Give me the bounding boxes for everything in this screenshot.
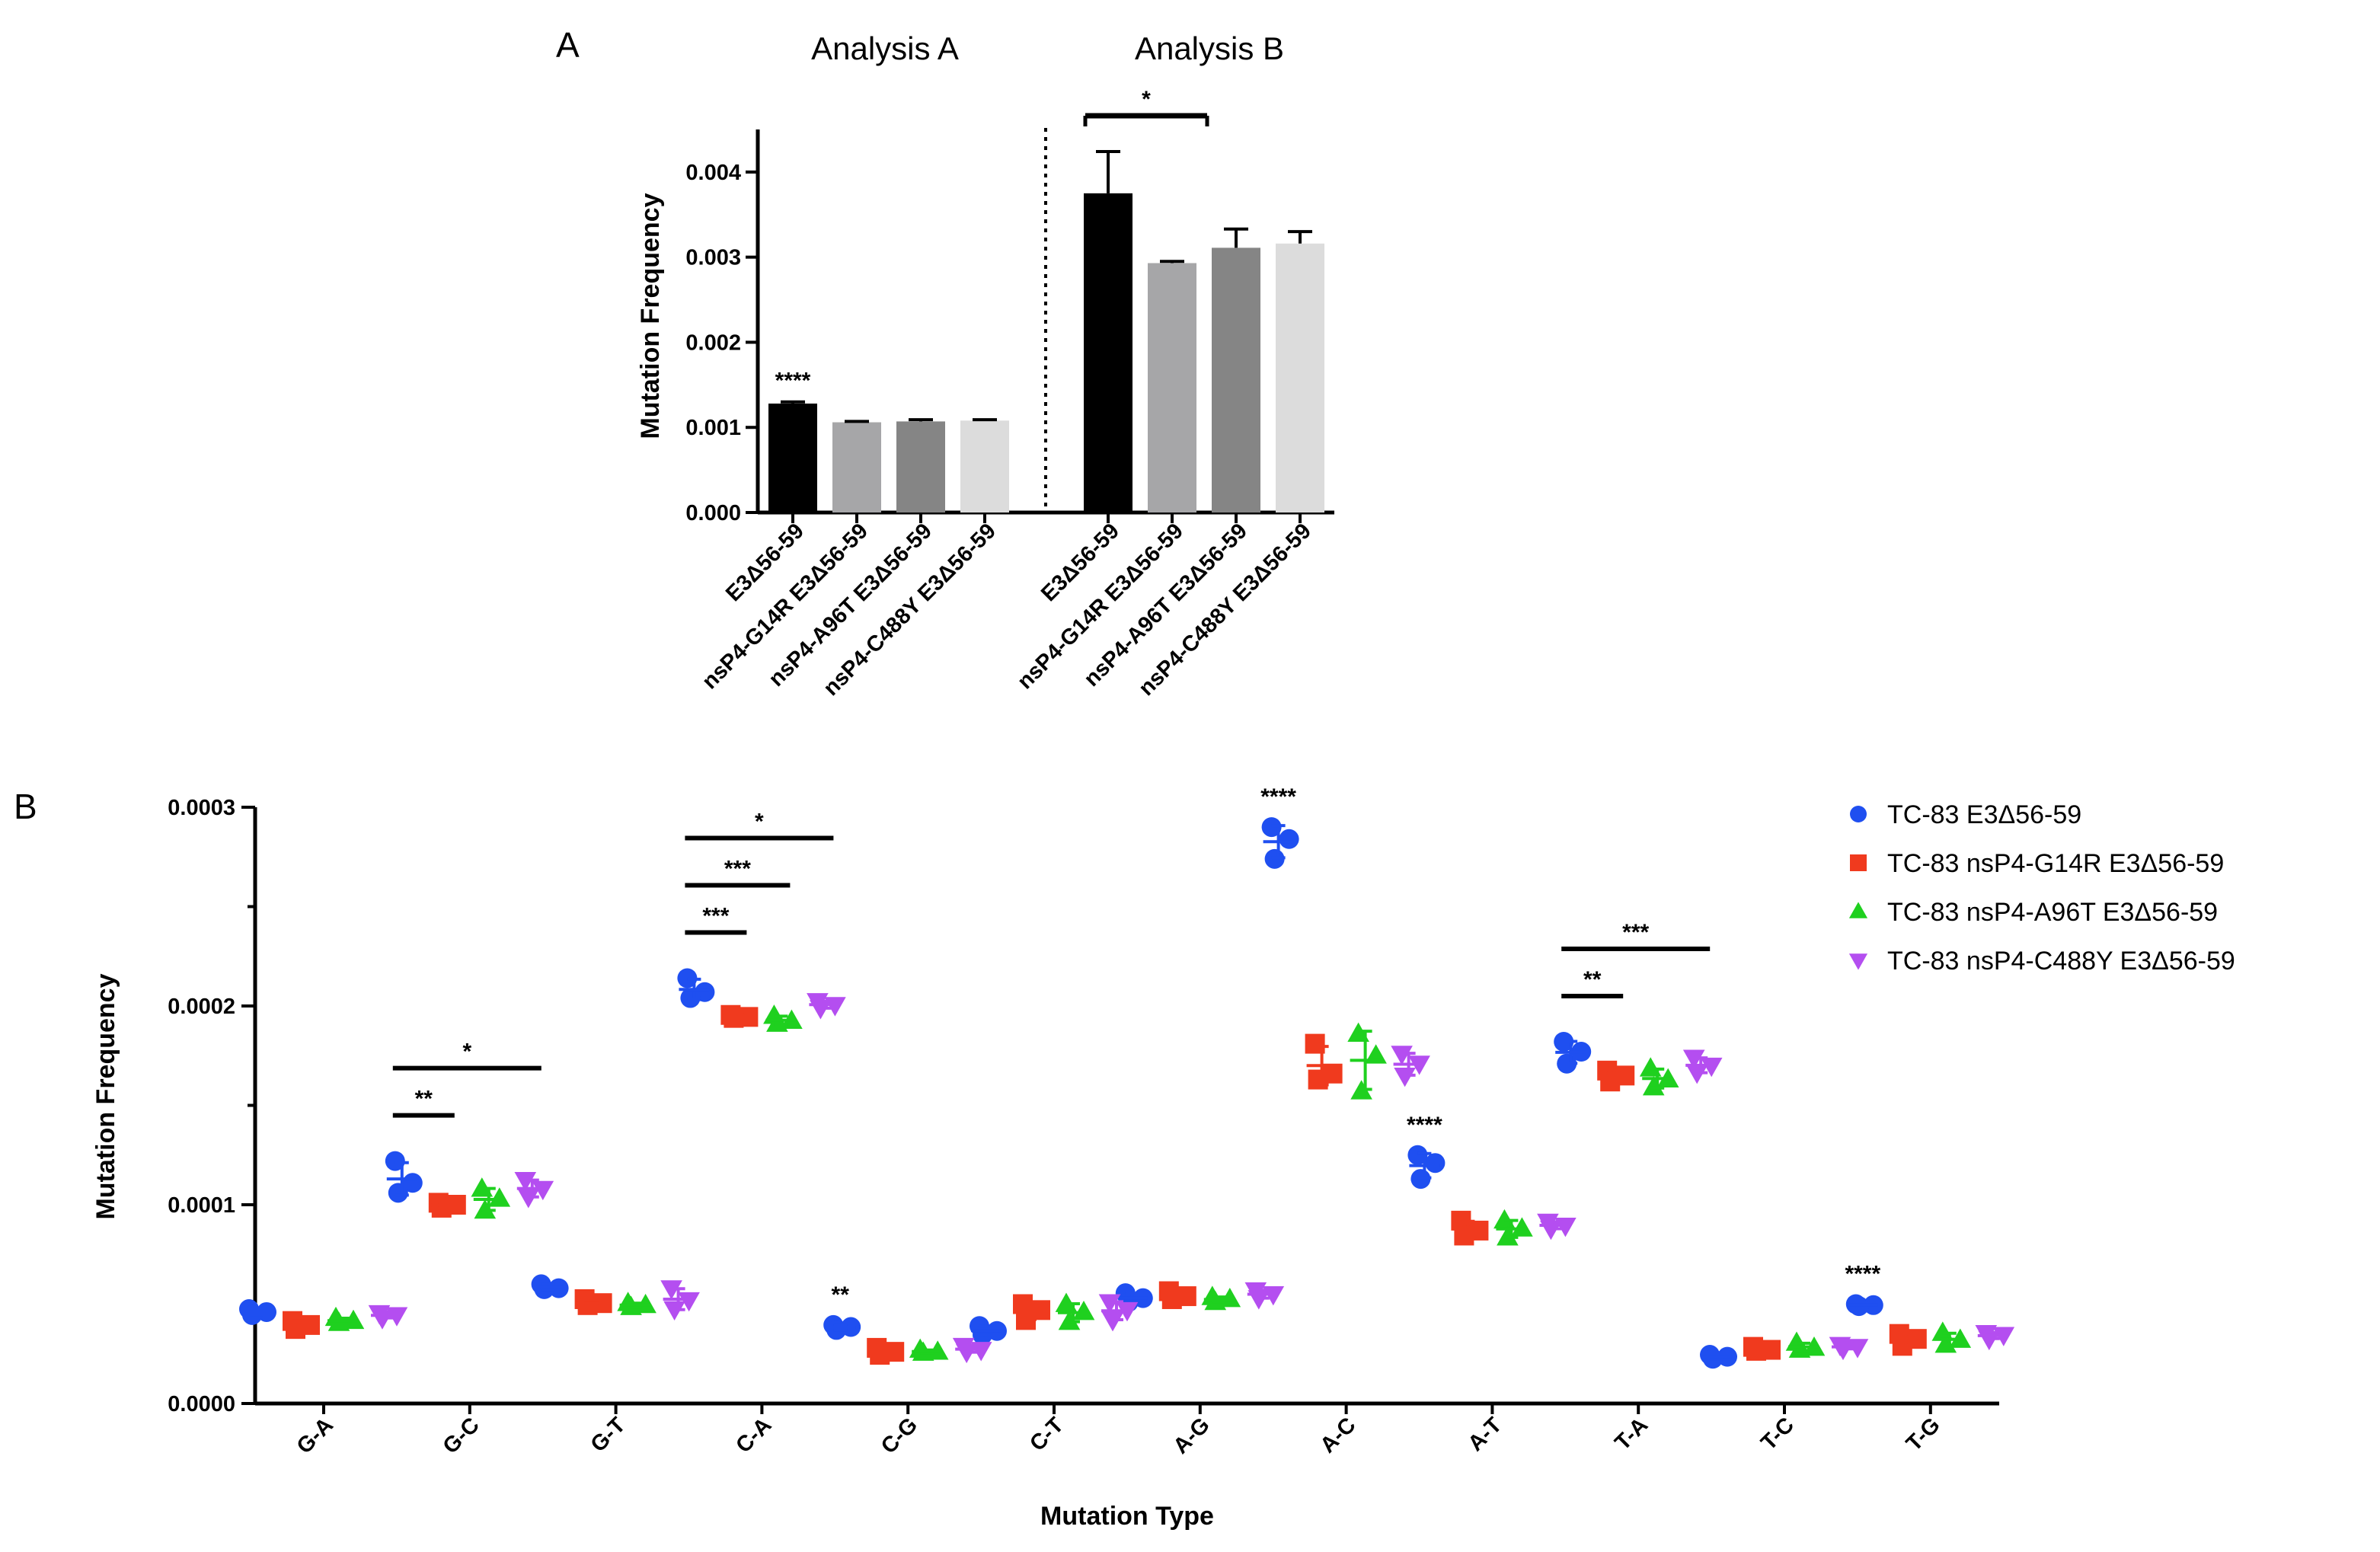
panel-a-bar [1148, 263, 1196, 513]
panel-b-scatter-chart: 0.0000 0.0001 0.0002 0.0003 Mutation Frequen… [91, 784, 2235, 1531]
panel-b-data-point [1308, 1069, 1328, 1090]
panel-a-significance-label: * [1142, 87, 1151, 112]
panel-a-bar [1276, 243, 1324, 513]
panel-b-category-label: C-A [731, 1413, 776, 1458]
panel-b-data-point [1642, 1076, 1665, 1096]
panel-b-category-label: T-A [1610, 1413, 1653, 1455]
panel-b-significance-label: ** [832, 1282, 850, 1308]
panel-a-y-tick-label: 0.000 [685, 501, 741, 525]
panel-a-bar [960, 420, 1009, 513]
panel-b-category-label: C-T [1025, 1413, 1069, 1456]
legend-marker [1850, 806, 1867, 822]
panel-b-category-label: T-G [1902, 1413, 1945, 1456]
panel-b-data-point [1101, 1311, 1124, 1332]
panel-b-category-label: G-A [292, 1413, 338, 1458]
panel-b-category-label: A-C [1315, 1413, 1360, 1458]
panel-b-significance-label: ** [1583, 967, 1602, 992]
panel-b-data-point [810, 1000, 832, 1020]
panel-b-category-label: A-T [1464, 1413, 1507, 1456]
panel-b-category-label: A-G [1169, 1413, 1215, 1458]
panel-b-data-point [1700, 1057, 1723, 1078]
panel-b-y-tick-label: 0.0001 [168, 1193, 235, 1218]
panel-b-significance-label: **** [1845, 1262, 1880, 1287]
panel-b-legend: TC-83 E3Δ56-59 TC-83 nsP4-G14R E3Δ56-59 TC… [1848, 800, 2235, 976]
panel-b-data-point [517, 1189, 540, 1209]
panel-b-data-point [680, 988, 701, 1008]
panel-a-significance-label: **** [775, 369, 811, 394]
panel-b-data-point [1072, 1300, 1095, 1320]
legend-marker [1848, 953, 1868, 970]
legend-label: TC-83 nsP4-C488Y E3Δ56-59 [1887, 947, 2235, 976]
panel-a-y-axis-title: Mutation Frequency [636, 193, 665, 439]
panel-a-section-title: Analysis B [1135, 30, 1284, 66]
panel-a-bar [896, 421, 945, 513]
panel-b-significance-label: *** [1622, 920, 1649, 945]
panel-b-significance-label: **** [1260, 784, 1296, 810]
panel-b-data-point [678, 1292, 700, 1312]
panel-b-significance-label: * [462, 1039, 471, 1065]
panel-b-data-point [1934, 1333, 1957, 1353]
panel-a-bar [832, 422, 881, 513]
panel-b-data-point [1497, 1226, 1519, 1246]
panel-b-y-tick-label: 0.0002 [168, 995, 235, 1019]
panel-b-data-point [1391, 1046, 1413, 1065]
panel-a-bar [1212, 247, 1260, 513]
panel-a-letter: A [556, 25, 580, 65]
panel-b-significance-label: **** [1407, 1113, 1442, 1138]
panel-b-data-point [1511, 1217, 1533, 1237]
legend-marker [1850, 854, 1867, 871]
panel-b-data-point [1685, 1065, 1708, 1084]
panel-b-data-point [1098, 1294, 1121, 1314]
panel-b-category-label: C-G [877, 1413, 922, 1458]
panel-b-data-point [488, 1187, 511, 1207]
panel-b-significance-label: ** [415, 1087, 433, 1112]
panel-a-y-tick-label: 0.001 [685, 416, 741, 440]
panel-b-data-point [1540, 1220, 1562, 1241]
panel-b-data-point [1394, 1067, 1416, 1087]
panel-b-y-tick-label: 0.0003 [168, 796, 235, 820]
panel-b-x-axis-title: Mutation Type [1040, 1502, 1214, 1531]
panel-a-bar-chart: 0.000 0.001 0.002 0.003 0.004 Mutation Freque… [636, 30, 1334, 701]
panel-b-data-point [1407, 1145, 1428, 1165]
legend-label: TC-83 E3Δ56-59 [1887, 800, 2081, 829]
panel-b-category-label: G-C [439, 1413, 484, 1458]
panel-a-bar [1084, 193, 1132, 513]
panel-b-data-point [385, 1151, 405, 1171]
panel-b-data-point [514, 1171, 537, 1192]
panel-b-y-axis-title: Mutation Frequency [91, 973, 120, 1219]
panel-b-significance-label: *** [702, 903, 729, 928]
panel-b-data-point [532, 1180, 554, 1201]
panel-b-significance-label: *** [724, 856, 751, 881]
panel-b-data-point [1682, 1049, 1705, 1069]
legend-label: TC-83 nsP4-G14R E3Δ56-59 [1887, 849, 2224, 878]
panel-b-data-point [766, 1012, 788, 1032]
panel-b-significance-label: * [755, 809, 764, 834]
panel-a-section-title: Analysis A [811, 30, 959, 66]
legend-marker [1848, 902, 1868, 918]
panel-b-data-point [1365, 1044, 1387, 1064]
panel-b-letter: B [14, 787, 37, 826]
legend-label: TC-83 nsP4-A96T E3Δ56-59 [1887, 898, 2218, 927]
panel-b-y-tick-label: 0.0000 [168, 1392, 235, 1416]
panel-b-data-point [388, 1183, 408, 1203]
panel-a-bar [768, 403, 817, 513]
panel-b-category-label: G-T [586, 1413, 631, 1457]
panel-a-y-tick-label: 0.003 [685, 246, 741, 270]
panel-b-data-point [1279, 829, 1299, 849]
panel-b-category-label: T-C [1756, 1413, 1799, 1455]
panel-a-y-tick-label: 0.002 [685, 331, 741, 355]
panel-a-y-tick-label: 0.004 [685, 161, 741, 185]
panel-b-data-point [1425, 1153, 1446, 1174]
